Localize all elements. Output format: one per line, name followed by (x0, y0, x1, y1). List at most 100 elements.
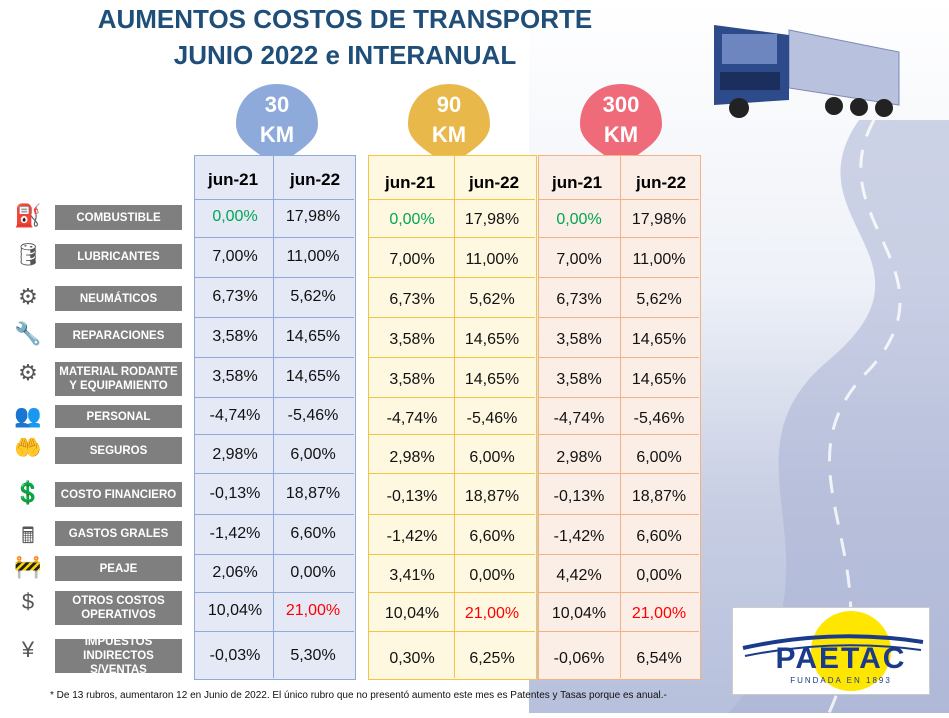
row-label: GASTOS GRALES (55, 521, 182, 546)
table-cell: 10,04% (384, 605, 440, 622)
table-cell: 3,58% (389, 371, 435, 388)
toll-barrier-icon: 🚧 (14, 554, 42, 579)
column-divider (620, 156, 621, 678)
row-divider (538, 514, 699, 515)
row-divider (538, 277, 699, 278)
pin-30-unit: KM (259, 122, 295, 147)
insurance-hand-icon: 🤲 (14, 435, 42, 460)
table-cell: 6,00% (636, 449, 682, 466)
table-cell: 18,87% (464, 488, 520, 505)
wrench-icon: 🔧 (14, 321, 42, 346)
oil-can-icon: 🛢 (14, 242, 42, 267)
row-divider (538, 397, 699, 398)
table-cell: 18,87% (285, 485, 341, 502)
column-divider (273, 156, 274, 678)
row-divider (368, 397, 535, 398)
money-icon: $ (21, 589, 35, 614)
table-cell: 2,98% (556, 449, 602, 466)
table-cell: -0,13% (553, 488, 605, 505)
pin-90-num: 90 (436, 92, 462, 117)
table-cell: 0,00% (636, 567, 682, 584)
table-cell: 10,04% (207, 602, 263, 619)
table-cell: 6,25% (469, 650, 515, 667)
table-cell: -1,42% (386, 528, 438, 545)
fuel-pump-icon: ⛽ (14, 203, 42, 228)
map-pin-icon (580, 84, 662, 170)
table-cell: 2,98% (212, 446, 258, 463)
table-cell: -4,74% (553, 410, 605, 427)
table-cell: 14,65% (631, 331, 687, 348)
row-divider (368, 317, 535, 318)
row-divider (368, 199, 535, 200)
table-cell: 6,73% (212, 288, 258, 305)
table-cell: 0,00% (556, 211, 602, 228)
row-divider (538, 317, 699, 318)
table-cell: -0,13% (209, 485, 261, 502)
row-divider (368, 357, 535, 358)
row-divider (194, 514, 354, 515)
table-cell: 0,00% (212, 208, 258, 225)
paetac-logo: PAETAC FUNDADA EN 1893 (732, 607, 930, 695)
table-cell: 21,00% (464, 605, 520, 622)
logo-graphic (742, 611, 924, 691)
tax-icon: ¥ (21, 637, 35, 662)
table-cell: 11,00% (286, 248, 340, 265)
row-divider (538, 473, 699, 474)
column-header: jun-22 (290, 170, 341, 189)
road-illustration (729, 119, 949, 714)
truck-illustration (714, 25, 900, 118)
row-divider (194, 434, 354, 435)
table-cell: 11,00% (465, 251, 519, 268)
table-cell: 7,00% (389, 251, 435, 268)
table-cell: 7,00% (556, 251, 602, 268)
people-icon: 👥 (14, 403, 42, 428)
pin-90km: 90 KM (406, 84, 492, 170)
row-divider (368, 631, 535, 632)
table-cell: 6,00% (469, 449, 515, 466)
pin-90-unit: KM (431, 122, 467, 147)
row-divider (194, 473, 354, 474)
table-cell: 2,06% (212, 564, 258, 581)
row-divider (368, 237, 535, 238)
table-cell: 3,58% (212, 328, 258, 345)
table-cell: 3,58% (556, 371, 602, 388)
table-cell: 14,65% (464, 331, 520, 348)
row-divider (538, 631, 699, 632)
logo-text: PAETAC (775, 642, 907, 675)
table-cell: 18,87% (631, 488, 687, 505)
table-cell: 5,62% (290, 288, 336, 305)
row-label: LUBRICANTES (55, 244, 182, 269)
map-pin-icon (408, 84, 490, 170)
row-label: PEAJE (55, 556, 182, 581)
pin-300-num: 300 (602, 92, 640, 117)
table-cell: 14,65% (631, 371, 687, 388)
row-label: NEUMÁTICOS (55, 286, 182, 311)
table-cell: 14,65% (464, 371, 520, 388)
table-cell: 6,00% (290, 446, 336, 463)
row-divider (194, 554, 354, 555)
table-cell: 17,98% (464, 211, 520, 228)
table-cell: 6,54% (636, 650, 682, 667)
table-cell: 6,73% (389, 291, 435, 308)
row-divider (194, 397, 354, 398)
column-header: jun-22 (636, 173, 687, 192)
row-label: PERSONAL (55, 405, 182, 428)
tire-icon: ⚙ (18, 284, 38, 309)
table-cell: -1,42% (553, 528, 605, 545)
column-header: jun-21 (385, 173, 436, 192)
table-cell: 5,62% (636, 291, 682, 308)
cost-icon: 💲 (14, 480, 42, 505)
table-cell: -5,46% (287, 407, 339, 424)
row-label: COMBUSTIBLE (55, 205, 182, 230)
pin-30km: 30 KM (234, 84, 320, 170)
table-cell: -0,13% (386, 488, 438, 505)
row-divider (538, 434, 699, 435)
row-divider (538, 199, 699, 200)
table-cell: 11,00% (632, 251, 686, 268)
row-divider (538, 592, 699, 593)
row-divider (194, 277, 354, 278)
table-cell: 6,60% (636, 528, 682, 545)
row-divider (368, 473, 535, 474)
row-divider (538, 554, 699, 555)
table-cell: -0,06% (553, 650, 605, 667)
